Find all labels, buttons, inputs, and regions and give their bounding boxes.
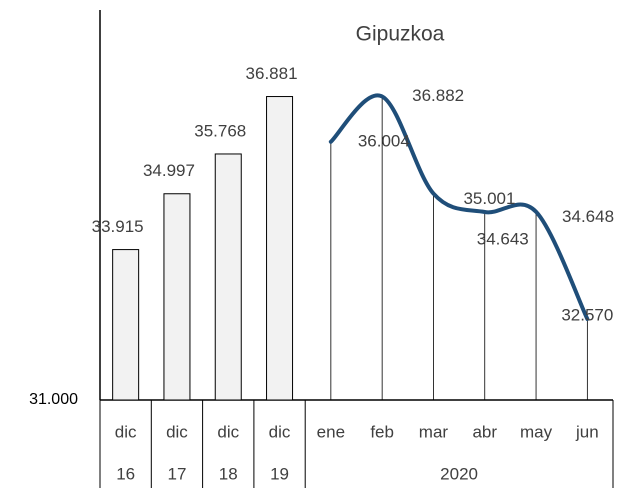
chart-title: Gipuzkoa bbox=[356, 23, 445, 46]
x-tick-label: ene bbox=[317, 422, 345, 441]
data-label: 35.768 bbox=[194, 121, 246, 140]
x-tick-label: dic bbox=[115, 422, 137, 441]
group-label: 17 bbox=[167, 464, 186, 483]
data-label: 36.882 bbox=[412, 86, 464, 105]
y-tick-label: 31.000 bbox=[29, 391, 78, 408]
data-label: 32.570 bbox=[561, 305, 613, 324]
line bbox=[328, 93, 590, 321]
group-label: 2020 bbox=[440, 464, 478, 483]
x-tick-label: dic bbox=[166, 422, 188, 441]
x-tick-label: dic bbox=[269, 422, 291, 441]
x-tick-label: abr bbox=[472, 422, 497, 441]
x-tick-label: mar bbox=[419, 422, 449, 441]
data-label: 34.648 bbox=[562, 207, 614, 226]
x-tick-label: feb bbox=[370, 422, 394, 441]
x-tick-label: may bbox=[520, 422, 553, 441]
x-tick-label: jun bbox=[575, 422, 599, 441]
bar bbox=[112, 249, 140, 401]
x-tick-label: dic bbox=[217, 422, 239, 441]
bar bbox=[266, 96, 294, 401]
group-label: 18 bbox=[219, 464, 238, 483]
data-label: 34.997 bbox=[143, 161, 195, 180]
group-label: 19 bbox=[270, 464, 289, 483]
group-label: 16 bbox=[116, 464, 135, 483]
data-label: 36.881 bbox=[246, 64, 298, 83]
data-label: 35.001 bbox=[463, 189, 515, 208]
data-label: 34.643 bbox=[477, 230, 529, 249]
data-label: 33.915 bbox=[92, 217, 144, 236]
data-label: 36.004 bbox=[358, 131, 410, 150]
bar bbox=[214, 153, 242, 401]
bar bbox=[163, 193, 191, 401]
